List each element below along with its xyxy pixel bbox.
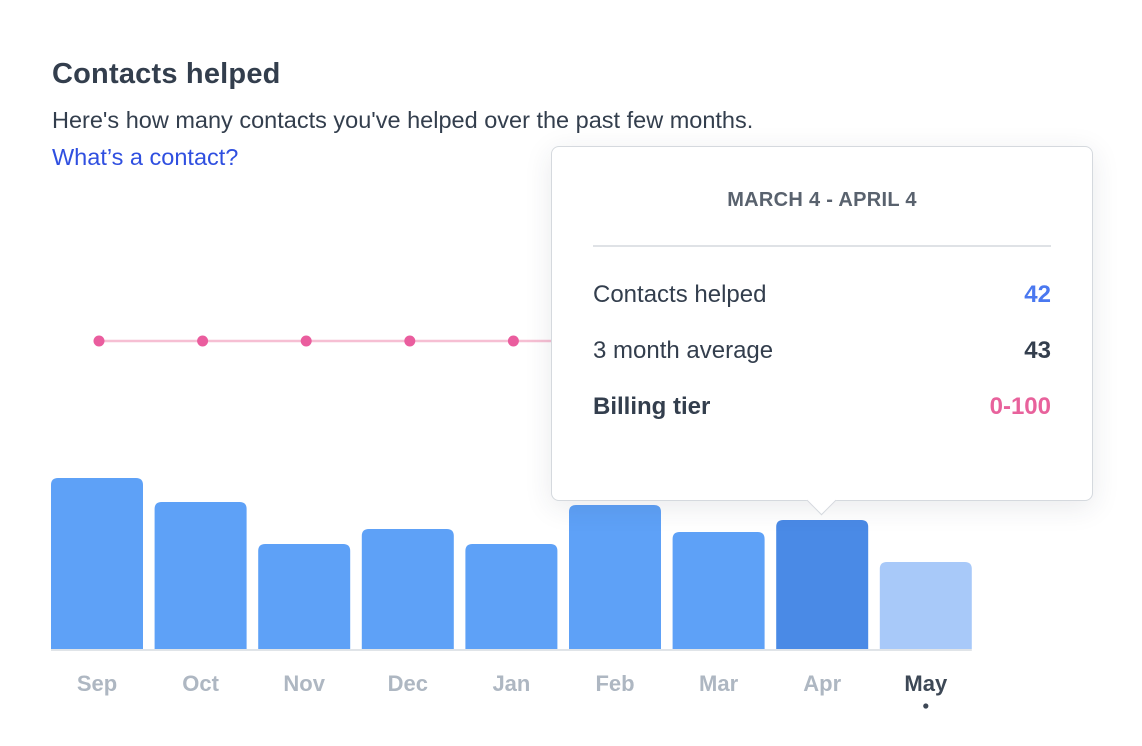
bar-feb[interactable] bbox=[569, 505, 661, 649]
x-tick-label: Jan bbox=[492, 671, 530, 696]
tooltip-row-billing-tier: Billing tier 0-100 bbox=[593, 393, 1051, 421]
tooltip-label: Billing tier bbox=[593, 393, 711, 420]
x-tick-label: Mar bbox=[699, 671, 739, 696]
average-point bbox=[197, 335, 209, 347]
bar-jan[interactable] bbox=[465, 544, 558, 649]
chart-title: Contacts helped bbox=[52, 58, 281, 90]
average-point bbox=[300, 335, 312, 347]
tooltip-row-contacts-helped: Contacts helped 42 bbox=[593, 281, 1051, 309]
bar-nov[interactable] bbox=[258, 544, 351, 649]
tooltip-row-3-month-average: 3 month average 43 bbox=[593, 337, 1051, 365]
chart-tooltip: MARCH 4 - APRIL 4 Contacts helped 42 3 m… bbox=[551, 146, 1093, 516]
average-point bbox=[404, 335, 416, 347]
tooltip-value: 42 bbox=[1024, 281, 1051, 308]
x-tick-label: Sep bbox=[77, 671, 117, 696]
average-point bbox=[93, 335, 105, 347]
average-point bbox=[507, 335, 519, 347]
tooltip-divider bbox=[593, 245, 1051, 247]
x-tick-label: Feb bbox=[595, 671, 634, 696]
tooltip-value: 43 bbox=[1024, 337, 1051, 364]
tooltip-label: Contacts helped bbox=[593, 281, 767, 308]
x-tick-label: Dec bbox=[388, 671, 428, 696]
tooltip-date-range: MARCH 4 - APRIL 4 bbox=[727, 189, 917, 211]
bar-apr[interactable] bbox=[776, 520, 869, 649]
tooltip-value: 0-100 bbox=[989, 393, 1051, 420]
x-tick-label: Apr bbox=[803, 671, 841, 696]
x-tick-label: Oct bbox=[182, 671, 219, 696]
bar-mar[interactable] bbox=[672, 532, 765, 649]
bar-oct[interactable] bbox=[154, 502, 247, 649]
tooltip-label: 3 month average bbox=[593, 337, 774, 364]
x-tick-label: May bbox=[904, 671, 948, 696]
chart-subtitle: Here's how many contacts you've helped o… bbox=[52, 107, 754, 133]
bar-dec[interactable] bbox=[361, 529, 454, 649]
whats-a-contact-link[interactable]: What’s a contact? bbox=[52, 144, 239, 170]
bar-may[interactable] bbox=[879, 562, 972, 649]
x-tick-label: Nov bbox=[283, 671, 325, 696]
current-month-indicator bbox=[923, 703, 929, 709]
bar-sep[interactable] bbox=[51, 478, 143, 649]
